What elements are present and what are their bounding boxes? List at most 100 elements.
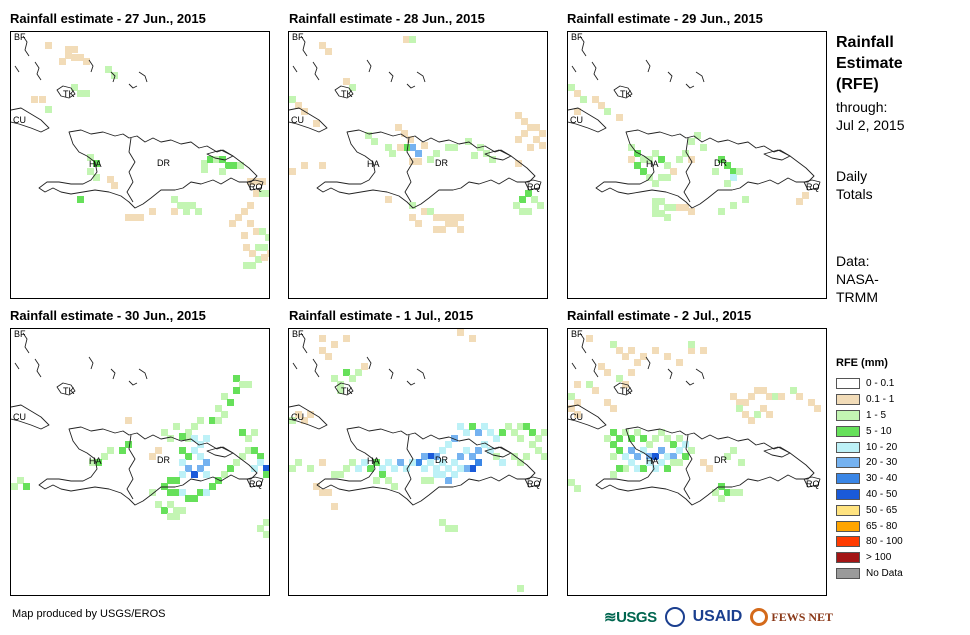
totals-line-2: Totals	[836, 186, 873, 202]
rainfall-cell	[259, 228, 266, 235]
legend-swatch	[836, 536, 860, 548]
rainfall-cell	[185, 465, 192, 472]
rainfall-cell	[229, 220, 236, 227]
fews-net-logo: FEWS NET	[750, 608, 833, 626]
rainfall-cell	[245, 435, 252, 442]
rainfall-cell	[598, 102, 605, 109]
legend-swatch	[836, 504, 860, 516]
rainfall-cell	[253, 178, 260, 185]
rainfall-cell	[604, 108, 611, 115]
rainfall-cell	[796, 198, 803, 205]
rainfall-cell	[531, 196, 538, 203]
rainfall-cell	[225, 162, 232, 169]
rainfall-cell	[802, 192, 809, 199]
samana-peninsula	[763, 149, 791, 161]
place-label-dr: DR	[435, 455, 448, 465]
rainfall-cell	[361, 363, 368, 370]
rainfall-cell	[149, 453, 156, 460]
bahamas-island	[138, 368, 148, 380]
rainfall-cell	[439, 519, 446, 526]
rainfall-cell	[241, 208, 248, 215]
rainfall-cell	[207, 156, 214, 163]
rainfall-cell	[652, 150, 659, 157]
place-label-tk: TK	[620, 386, 632, 396]
rainfall-cell	[235, 214, 242, 221]
rainfall-cell	[682, 453, 689, 460]
rainfall-cell	[646, 441, 653, 448]
rainfall-cell	[105, 66, 112, 73]
place-label-ha: HA	[89, 456, 102, 466]
rainfall-cell	[17, 477, 24, 484]
legend-swatch	[836, 567, 860, 579]
rainfall-cell	[233, 375, 240, 382]
rainfall-cell	[325, 48, 332, 55]
bahamas-island	[300, 332, 308, 354]
rainfall-cell	[241, 232, 248, 239]
rainfall-cell	[253, 190, 260, 197]
rainfall-cell	[475, 447, 482, 454]
rainfall-cell	[149, 489, 156, 496]
haiti-dr-border	[404, 434, 414, 500]
rainfall-cell	[231, 162, 238, 169]
rainfall-cell	[742, 399, 749, 406]
rainfall-cell	[457, 226, 464, 233]
rainfall-cell	[469, 335, 476, 342]
rainfall-cell	[331, 341, 338, 348]
rainfall-cell	[289, 96, 296, 103]
rainfall-cell	[173, 423, 180, 430]
rainfall-map-svg: BF TK CU HA DR RQ	[11, 32, 269, 269]
rainfall-cell	[457, 423, 464, 430]
rainfall-cell	[676, 459, 683, 466]
fews-net-text: FEWS NET	[771, 609, 834, 624]
data-source-line-2: NASA-	[836, 271, 879, 287]
rainfall-cell	[125, 417, 132, 424]
rainfall-cell	[670, 453, 677, 460]
map-title-line-2: Estimate	[836, 55, 903, 72]
bahamas-island	[571, 65, 577, 73]
rainfall-cell	[724, 489, 731, 496]
rainfall-cell	[652, 204, 659, 211]
rainfall-cell	[45, 42, 52, 49]
rainfall-cell	[742, 411, 749, 418]
rainfall-cell	[640, 353, 647, 360]
legend-swatch	[836, 473, 860, 485]
rainfall-cell	[257, 453, 264, 460]
rainfall-cell	[652, 435, 659, 442]
rainfall-cell	[107, 447, 114, 454]
rainfall-cell	[325, 353, 332, 360]
puerto-rico-coastline	[246, 179, 264, 191]
place-label-ha: HA	[367, 159, 380, 169]
rainfall-cell	[616, 347, 623, 354]
rainfall-cell	[173, 489, 180, 496]
rainfall-cell	[249, 250, 256, 257]
place-label-tk: TK	[63, 386, 75, 396]
bahamas-island	[292, 362, 298, 370]
rainfall-cell	[718, 156, 725, 163]
rainfall-cell	[403, 36, 410, 43]
rainfall-cell	[445, 144, 452, 151]
bahamas-island	[366, 59, 372, 73]
cuba-coastline	[11, 107, 50, 133]
rainfall-cell	[421, 208, 428, 215]
map-title: Rainfall Estimate (RFE)	[836, 32, 903, 95]
place-label-ha: HA	[367, 456, 380, 466]
rainfall-cell	[652, 347, 659, 354]
legend-label: 0.1 - 1	[866, 394, 895, 406]
rainfall-cell	[295, 411, 302, 418]
rainfall-cell	[622, 353, 629, 360]
rainfall-cell	[505, 423, 512, 430]
map-panel-5: BF TK CU HA DR RQ	[288, 328, 548, 596]
bahamas-island	[685, 380, 695, 386]
rainfall-cell	[658, 198, 665, 205]
rainfall-cell	[748, 393, 755, 400]
rainfall-cell	[574, 399, 581, 406]
rainfall-cell	[409, 459, 416, 466]
totals-line-1: Daily	[836, 168, 868, 184]
bahamas-island	[695, 368, 705, 380]
rainfall-cell	[604, 435, 611, 442]
rainfall-cell	[349, 375, 356, 382]
place-label-cu: CU	[291, 412, 304, 422]
rainfall-cell	[167, 435, 174, 442]
rainfall-cell	[77, 90, 84, 97]
legend-item: 80 - 100	[836, 534, 903, 550]
